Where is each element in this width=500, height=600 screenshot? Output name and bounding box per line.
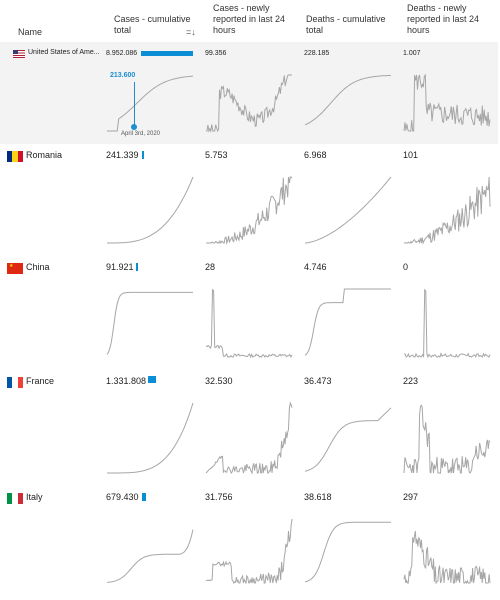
deaths-total-sparkline[interactable]	[304, 286, 392, 358]
sparkline-path	[205, 288, 293, 359]
sparkline-path	[205, 401, 293, 475]
deaths-24h-value: 1.007	[403, 50, 421, 57]
deaths-total-sparkline[interactable]	[304, 400, 392, 474]
sparkline-path	[304, 176, 392, 244]
deaths-24h-value: 297	[403, 492, 419, 502]
sparkline-path	[106, 291, 193, 355]
sparkline-path	[206, 74, 292, 133]
sparkline-path	[304, 288, 391, 356]
cases-total-sparkline[interactable]	[106, 516, 194, 584]
table-row[interactable]: France 1.331.808 32.530 36.473 223	[0, 370, 498, 486]
sparkline-path	[304, 74, 392, 126]
country-name: France	[26, 376, 55, 386]
cases-total-value: 91.921	[106, 262, 134, 272]
column-header-cases-total[interactable]: Cases - cumulative total	[114, 14, 191, 35]
cases-total-value: 1.331.808	[106, 376, 147, 386]
table-row[interactable]: Italy 679.430 31.756 38.618 297	[0, 486, 498, 596]
deaths-24h-sparkline[interactable]	[403, 174, 491, 245]
cases-24h-value: 5.753	[205, 150, 228, 160]
deaths-total-sparkline[interactable]	[304, 174, 392, 244]
highlight-date: April 3rd, 2020	[121, 131, 161, 137]
sparkline-path	[107, 402, 194, 474]
sort-descending-icon[interactable]: =↓	[186, 27, 196, 37]
deaths-24h-value: 0	[403, 262, 409, 272]
country-name: China	[26, 262, 50, 272]
italy-flag-icon	[7, 493, 23, 504]
romania-flag-icon	[7, 151, 23, 162]
sparkline-path	[107, 176, 194, 244]
cases-total-value: 8.952.086	[106, 50, 138, 57]
deaths-24h-value: 101	[403, 150, 419, 160]
us-flag-icon	[13, 50, 25, 58]
deaths-total-sparkline[interactable]	[304, 516, 392, 584]
cases-total-sparkline[interactable]	[106, 72, 194, 132]
deaths-total-value: 38.618	[304, 492, 332, 502]
deaths-total-sparkline[interactable]	[304, 72, 392, 132]
cases-24h-value: 32.530	[205, 376, 233, 386]
deaths-24h-value: 223	[403, 376, 419, 386]
sparkline-path	[403, 73, 491, 132]
france-flag-icon	[7, 377, 23, 388]
cases-24h-sparkline[interactable]	[205, 72, 293, 133]
table-header: Name Cases - cumulative total =↓ Cases -…	[0, 0, 500, 42]
cases-24h-sparkline[interactable]	[205, 516, 293, 585]
column-header-deaths-total[interactable]: Deaths - cumulative total	[306, 14, 386, 35]
sparkline-path	[206, 176, 293, 245]
sparkline-path	[107, 75, 194, 132]
country-name: Italy	[26, 492, 43, 502]
deaths-total-value: 228.185	[304, 50, 330, 57]
deaths-24h-sparkline[interactable]	[403, 400, 491, 474]
highlight-guide-line	[134, 82, 135, 126]
cases-total-sparkline[interactable]	[106, 286, 194, 358]
cases-total-bar	[136, 263, 138, 271]
cases-24h-value: 28	[205, 262, 216, 272]
cases-total-bar	[148, 376, 156, 383]
deaths-24h-sparkline[interactable]	[403, 72, 491, 132]
deaths-24h-sparkline[interactable]	[403, 516, 491, 585]
cases-24h-value: 99.356	[205, 50, 227, 57]
sparkline-path	[403, 404, 491, 474]
table-row[interactable]: ★ China 91.921 28 4.746 0	[0, 256, 498, 370]
sparkline-path	[403, 530, 491, 585]
sparkline-path	[403, 176, 491, 245]
china-flag-icon: ★	[7, 263, 23, 274]
sparkline-path	[304, 521, 391, 583]
cases-24h-sparkline[interactable]	[205, 286, 293, 359]
sparkline-path	[403, 288, 491, 359]
cases-24h-sparkline[interactable]	[205, 400, 293, 475]
table-row[interactable]: United States of Ame... 8.952.086 99.356 22…	[0, 42, 498, 144]
column-header-deaths-24h[interactable]: Deaths - newly reported in last 24 hours	[407, 3, 480, 35]
sparkline-path	[106, 529, 194, 583]
highlight-point[interactable]	[131, 124, 137, 130]
cases-total-sparkline[interactable]	[106, 400, 194, 474]
highlight-value: 213.600	[110, 72, 136, 79]
country-name: Romania	[26, 150, 63, 160]
deaths-24h-sparkline[interactable]	[403, 286, 491, 359]
cases-total-value: 679.430	[106, 492, 139, 502]
deaths-total-value: 4.746	[304, 262, 327, 272]
deaths-total-value: 6.968	[304, 150, 327, 160]
country-name: United States of Ame...	[28, 49, 100, 56]
cases-24h-value: 31.756	[205, 492, 233, 502]
deaths-total-value: 36.473	[304, 376, 332, 386]
cases-24h-sparkline[interactable]	[205, 174, 293, 245]
column-header-cases-24h[interactable]: Cases - newly reported in last 24 hours	[213, 3, 286, 35]
cases-total-bar	[141, 51, 193, 56]
column-header-name[interactable]: Name	[18, 27, 43, 37]
cases-total-sparkline[interactable]	[106, 174, 194, 244]
table-row[interactable]: Romania 241.339 5.753 6.968 101	[0, 144, 498, 256]
cases-total-value: 241.339	[106, 150, 139, 160]
sparkline-path	[304, 407, 392, 472]
sparkline-path	[205, 518, 293, 585]
cases-total-bar	[142, 493, 146, 501]
cases-total-bar	[142, 151, 144, 159]
